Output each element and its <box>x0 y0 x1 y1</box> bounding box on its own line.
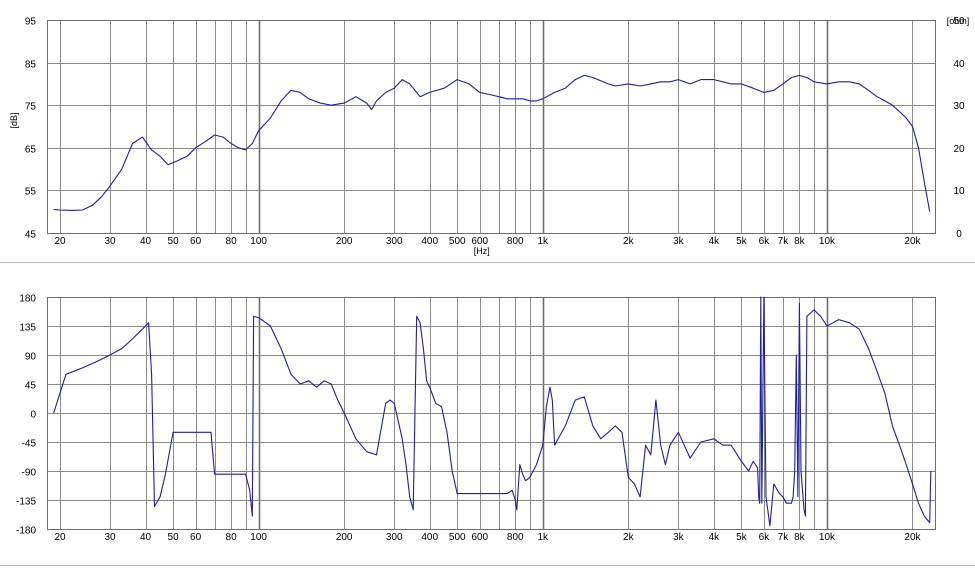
x-tick-label: 2k <box>623 532 635 543</box>
x-tick-label: 50 <box>168 532 180 543</box>
x-tick-label: 6k <box>759 532 771 543</box>
x-tick-label: 5k <box>736 236 748 247</box>
x-tick-label: 80 <box>226 236 238 247</box>
y-tick-label: 45 <box>25 381 37 392</box>
y-tick-label: 55 <box>25 187 37 198</box>
x-tick-label: 800 <box>507 236 524 247</box>
y2-tick-label: 20 <box>953 144 965 155</box>
x-tick-label: 4k <box>709 532 721 543</box>
y-tick-label: 180 <box>19 294 36 305</box>
y-tick-label: 90 <box>25 352 37 363</box>
x-tick-label: 60 <box>190 236 202 247</box>
x-tick-label: 20k <box>904 236 921 247</box>
x-tick-label: 3k <box>673 236 685 247</box>
x-tick-label: 200 <box>336 532 353 543</box>
x-tick-label: 8k <box>794 532 806 543</box>
y-axis-label: [dB] <box>9 112 19 128</box>
x-tick-label: 4k <box>709 236 721 247</box>
x-tick-label: 600 <box>471 236 488 247</box>
y-tick-label: 85 <box>25 60 37 71</box>
y2-tick-label: 30 <box>953 101 965 112</box>
y-tick-label: -135 <box>16 497 36 508</box>
x-tick-label: 400 <box>421 236 438 247</box>
x-tick-label: 40 <box>140 532 152 543</box>
plot-frame <box>47 297 936 530</box>
x-tick-label: 7k <box>778 532 790 543</box>
x-tick-label: 50 <box>168 236 180 247</box>
x-tick-label: 300 <box>386 532 403 543</box>
x-tick-label: 40 <box>140 236 152 247</box>
x-tick-label: 100 <box>250 532 267 543</box>
y-tick-label: -90 <box>22 468 37 479</box>
x-tick-label: 100 <box>250 236 267 247</box>
y2-tick-label: 40 <box>953 59 965 70</box>
x-tick-label: 20k <box>904 532 921 543</box>
x-tick-label: 1k <box>538 236 550 247</box>
x-tick-label: 80 <box>226 532 238 543</box>
y2-tick-label: 0 <box>956 229 962 240</box>
y2-axis-label: [ohm] <box>947 16 970 26</box>
x-tick-label: 800 <box>507 532 524 543</box>
phase-series-line <box>53 296 932 527</box>
x-tick-label: 30 <box>104 532 116 543</box>
x-tick-label: 20 <box>54 236 66 247</box>
y2-tick-label: 50 <box>953 16 965 27</box>
x-tick-label: 500 <box>449 532 466 543</box>
magnitude-series-line <box>53 74 931 212</box>
x-tick-label: 200 <box>336 236 353 247</box>
y-tick-label: -45 <box>22 439 37 450</box>
y-tick-label: 45 <box>25 230 37 241</box>
phase-plot: 180 135 90 45 0 -45 -90 -135 -180 20 30 40 50 60 80 100… <box>16 294 936 543</box>
x-tick-label: 10k <box>819 532 836 543</box>
y-tick-label: 65 <box>25 145 37 156</box>
x-axis-label: [Hz] <box>474 246 490 256</box>
x-tick-label: 2k <box>623 236 635 247</box>
x-tick-label: 7k <box>778 236 790 247</box>
x-tick-label: 300 <box>386 236 403 247</box>
x-tick-label: 400 <box>421 532 438 543</box>
y-tick-label: -180 <box>16 526 36 537</box>
plot-frame <box>47 20 936 234</box>
y-tick-label: 95 <box>25 17 37 28</box>
y-tick-label: 0 <box>30 410 36 421</box>
x-tick-label: 20 <box>54 532 66 543</box>
x-tick-label: 30 <box>104 236 116 247</box>
y-tick-label: 135 <box>19 323 36 334</box>
x-tick-label: 1k <box>538 532 550 543</box>
x-tick-label: 600 <box>471 532 488 543</box>
x-tick-label: 60 <box>190 532 202 543</box>
x-tick-label: 500 <box>449 236 466 247</box>
x-tick-label: 5k <box>736 532 748 543</box>
x-tick-label: 6k <box>759 236 771 247</box>
x-tick-label: 10k <box>819 236 836 247</box>
y2-tick-label: 10 <box>953 186 965 197</box>
y-tick-label: 75 <box>25 102 37 113</box>
x-tick-label: 3k <box>673 532 685 543</box>
x-tick-label: 8k <box>794 236 806 247</box>
